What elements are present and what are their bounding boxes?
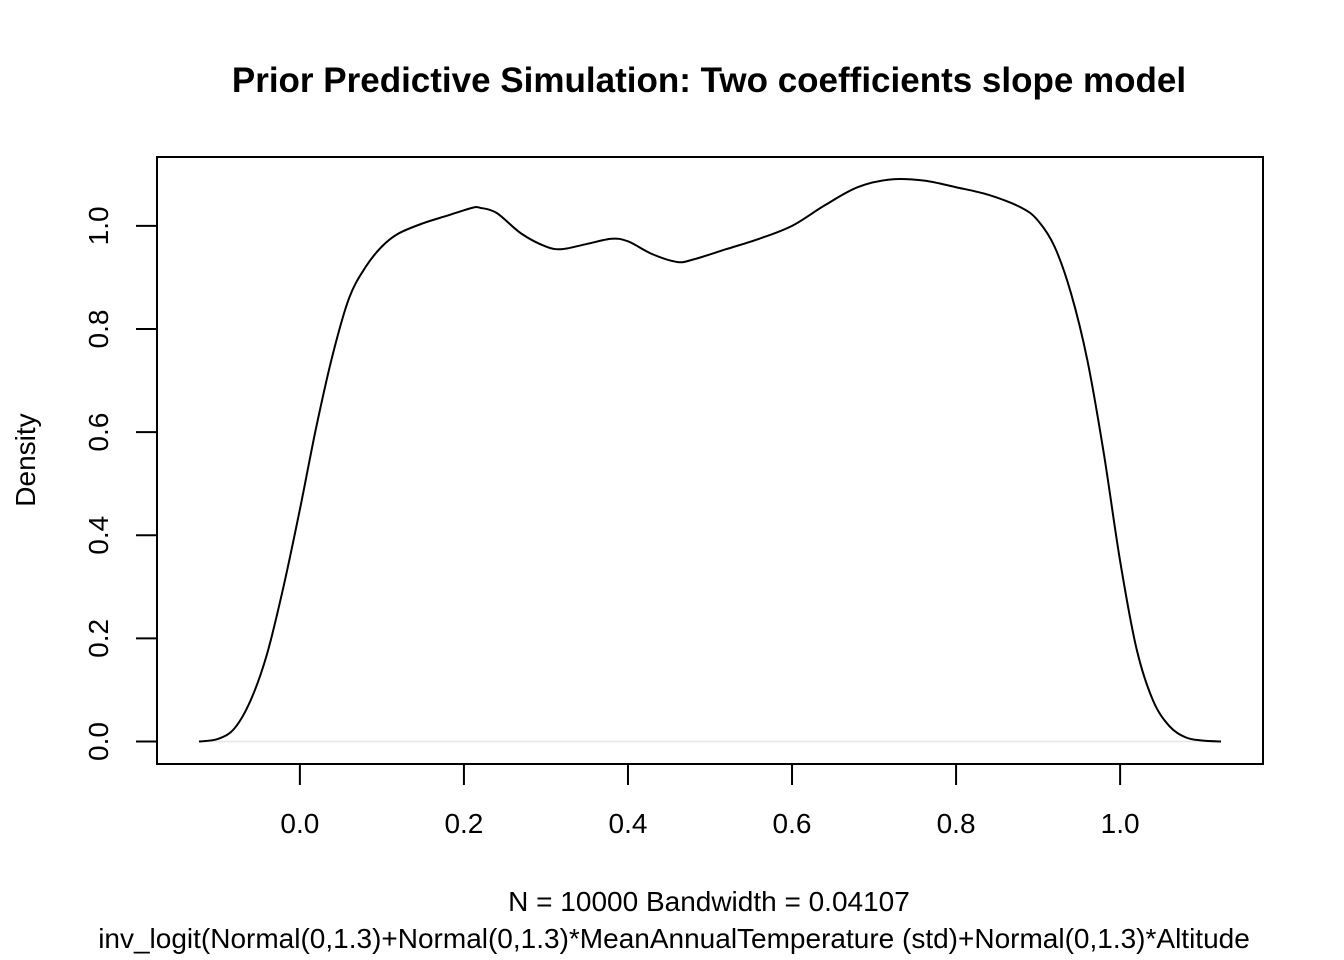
x-tick-label: 0.6: [773, 808, 812, 839]
y-tick-label: 0.4: [83, 516, 114, 555]
y-tick-label: 1.0: [83, 206, 114, 245]
y-tick-label: 0.2: [83, 619, 114, 658]
y-tick-label: 0.8: [83, 310, 114, 349]
x-tick-label: 0.2: [444, 808, 483, 839]
x-axis: 0.0 0.2 0.4 0.6 0.8 1.0: [280, 763, 1140, 839]
x-tick-label: 0.8: [937, 808, 976, 839]
x-tick-label: 1.0: [1101, 808, 1140, 839]
x-tick-label: 0.4: [609, 808, 648, 839]
plot-frame: [156, 156, 1264, 765]
y-tick-label: 0.6: [83, 413, 114, 452]
x-tick-label: 0.0: [280, 808, 319, 839]
x-axis-title-line2: inv_logit(Normal(0,1.3)+Normal(0,1.3)*Me…: [98, 923, 1250, 954]
y-axis-title: Density: [10, 413, 41, 506]
x-axis-title-line1: N = 10000 Bandwidth = 0.04107: [508, 886, 910, 917]
chart-title: Prior Predictive Simulation: Two coeffic…: [232, 61, 1186, 100]
density-curve: [198, 177, 1222, 743]
y-axis: 0.0 0.2 0.4 0.6 0.8 1.0: [83, 206, 158, 761]
y-tick-label: 0.0: [83, 722, 114, 761]
